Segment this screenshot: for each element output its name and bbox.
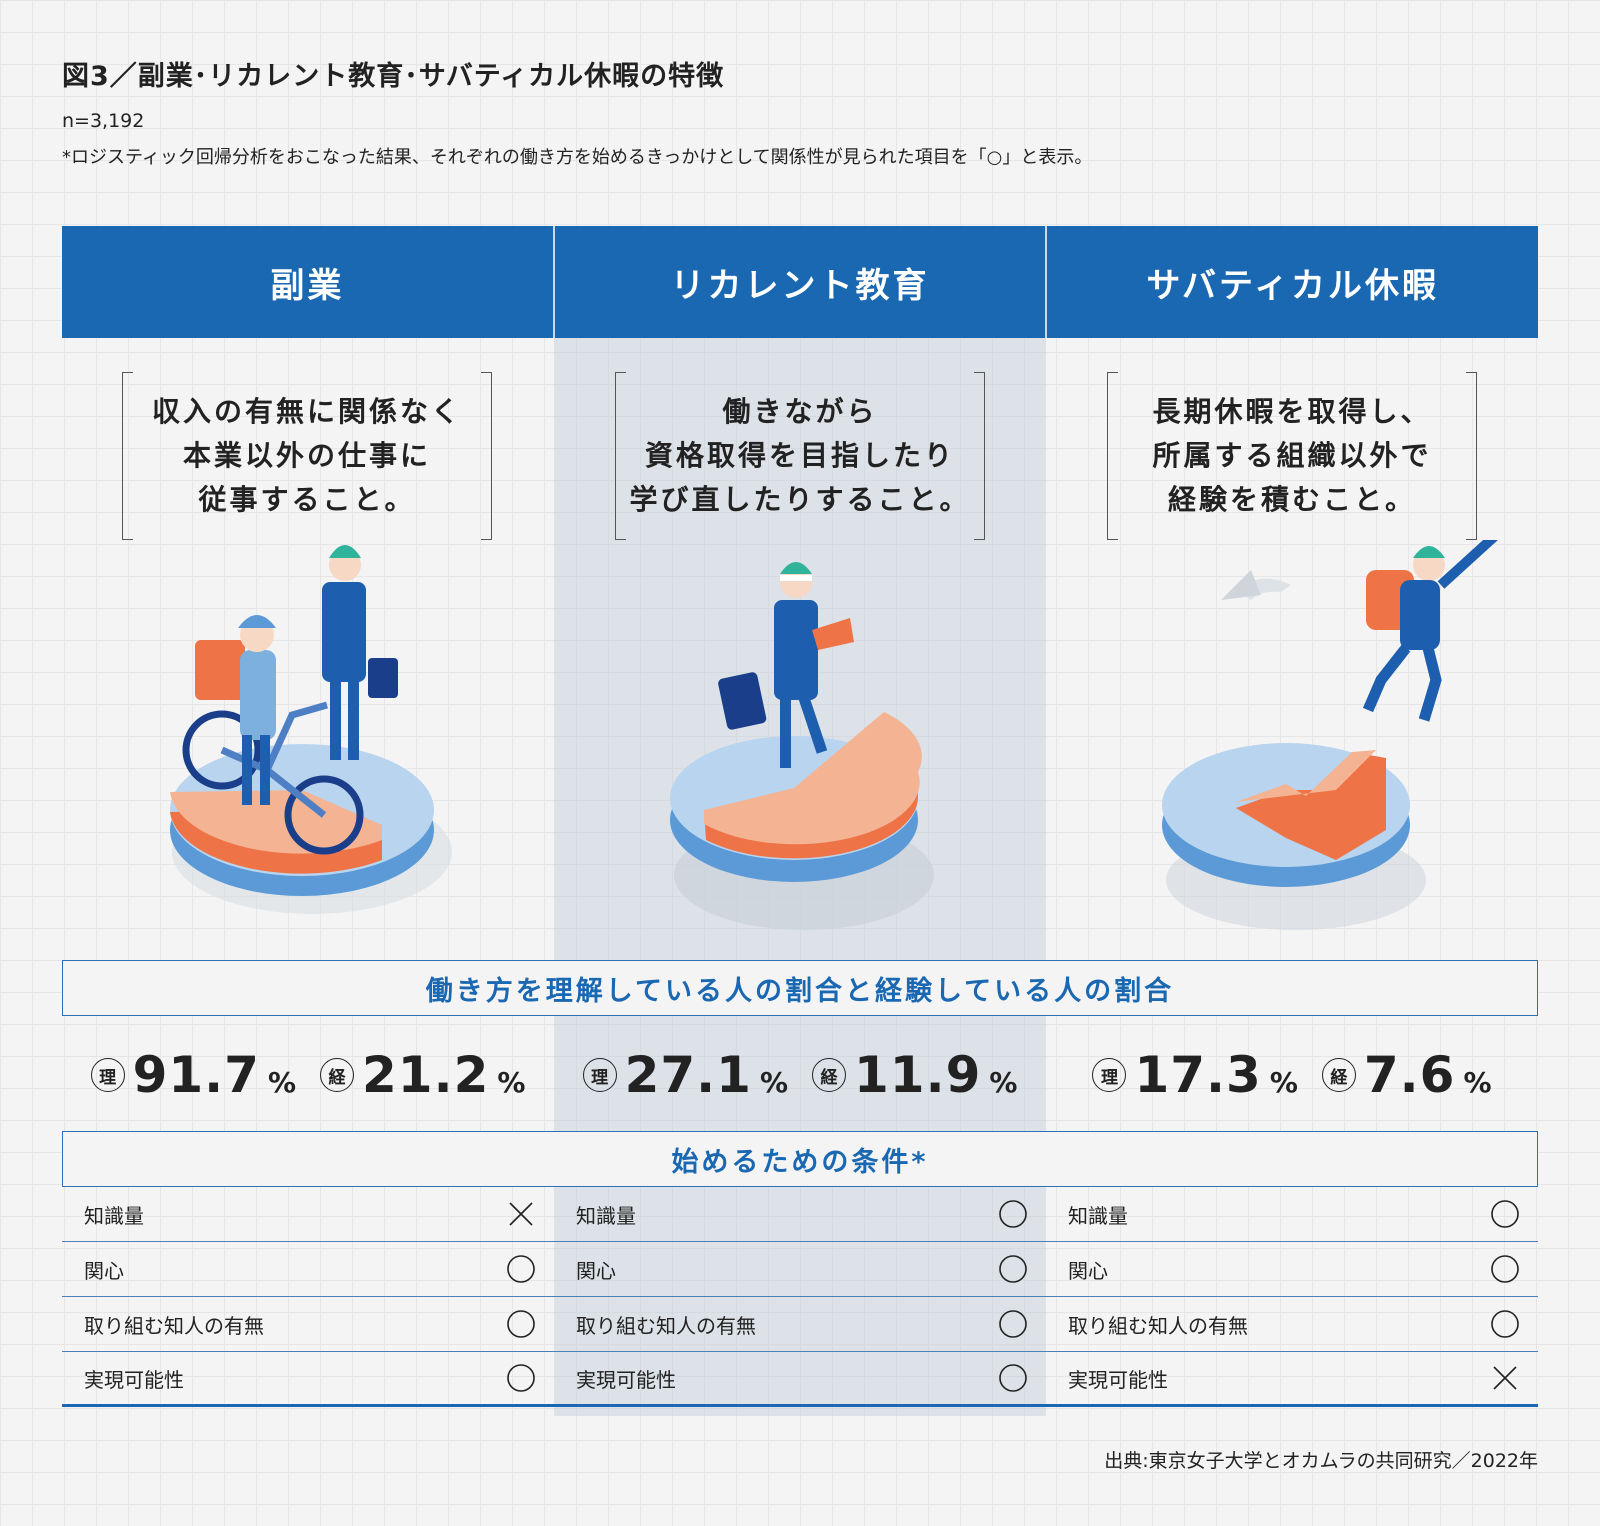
- condition-row: 取り組む知人の有無: [554, 1297, 1046, 1352]
- source-credit: 出典:東京女子大学とオカムラの共同研究／2022年: [1104, 1450, 1538, 1472]
- circle-mark-icon: [998, 1363, 1028, 1393]
- understand-badge: 理: [1092, 1058, 1127, 1092]
- experience-value: 7.6: [1363, 1046, 1456, 1104]
- understand-value: 27.1: [624, 1046, 752, 1104]
- percent-sign: %: [1269, 1065, 1298, 1099]
- understand-value: 91.7: [132, 1046, 260, 1104]
- cross-mark-icon: [1490, 1363, 1520, 1393]
- experience-stat: 経 11.9 %: [812, 1046, 1017, 1104]
- figure-title: 図3／副業･リカレント教育･サバティカル休暇の特徴: [62, 61, 725, 92]
- header-recurrent: リカレント教育: [552, 226, 1046, 338]
- conditions-fukugyo: 知識量 関心 取り組む知人の有無 実現可能性: [62, 1187, 554, 1407]
- percent-sign: %: [759, 1065, 788, 1099]
- circle-mark-icon: [506, 1363, 536, 1393]
- conditions-table: 知識量 関心 取り組む知人の有無 実現可能性 知識量 関心 取り組む知人の有無 …: [62, 1187, 1538, 1407]
- condition-label: 実現可能性: [1068, 1367, 1168, 1392]
- experience-badge: 経: [320, 1058, 354, 1092]
- experience-badge: 経: [1321, 1058, 1356, 1092]
- description-text: 収入の有無に関係なく 本業以外の仕事に 従事すること。: [151, 395, 462, 516]
- cross-mark-icon: [506, 1199, 536, 1229]
- header-sabbatical: サバティカル休暇: [1045, 226, 1538, 338]
- sample-size: n=3,192: [62, 110, 145, 132]
- understand-stat: 理 91.7 %: [90, 1046, 296, 1104]
- column-headers: 副業 リカレント教育 サバティカル休暇: [62, 226, 1538, 338]
- condition-row: 関心: [62, 1242, 554, 1297]
- circle-mark-icon: [998, 1254, 1028, 1284]
- circle-mark-icon: [998, 1199, 1028, 1229]
- circle-mark-icon: [1490, 1199, 1520, 1229]
- condition-label: 取り組む知人の有無: [84, 1313, 264, 1338]
- circle-mark-icon: [1490, 1309, 1520, 1339]
- condition-row: 関心: [554, 1242, 1046, 1297]
- circle-mark-icon: [998, 1309, 1028, 1339]
- experience-badge: 経: [812, 1058, 846, 1092]
- circle-mark-icon: [1490, 1254, 1520, 1284]
- description-recurrent: 働きながら 資格取得を目指したり 学び直したりすること。: [615, 372, 985, 540]
- condition-label: 取り組む知人の有無: [1068, 1313, 1248, 1338]
- understand-stat: 理 27.1 %: [582, 1046, 788, 1104]
- condition-row: 知識量: [1046, 1187, 1538, 1242]
- condition-row: 実現可能性: [1046, 1352, 1538, 1407]
- description-text: 働きながら 資格取得を目指したり 学び直したりすること。: [629, 395, 971, 516]
- condition-label: 知識量: [1068, 1203, 1128, 1228]
- ratio-stats: 理 91.7 % 経 21.2 % 理 27.1 % 経 11.9 % 理 17…: [62, 1030, 1538, 1120]
- condition-row: 実現可能性: [62, 1352, 554, 1407]
- condition-row: 取り組む知人の有無: [62, 1297, 554, 1352]
- illustration-recurrent-pie-student: [670, 562, 934, 930]
- condition-row: 実現可能性: [554, 1352, 1046, 1407]
- percent-sign: %: [267, 1065, 296, 1099]
- percent-sign: %: [497, 1065, 526, 1099]
- stats-fukugyo: 理 91.7 % 経 21.2 %: [62, 1030, 554, 1120]
- condition-label: 関心: [1068, 1258, 1108, 1283]
- understand-badge: 理: [90, 1058, 125, 1092]
- description-text: 長期休暇を取得し、 所属する組織以外で 経験を積むこと。: [1152, 395, 1432, 516]
- ratio-section-title: 働き方を理解している人の割合と経験している人の割合: [62, 960, 1538, 1016]
- circle-mark-icon: [506, 1309, 536, 1339]
- condition-row: 知識量: [554, 1187, 1046, 1242]
- illustration-sabbatical-pie-traveler: [1162, 540, 1498, 930]
- condition-label: 知識量: [84, 1203, 144, 1228]
- stats-recurrent: 理 27.1 % 経 11.9 %: [554, 1030, 1046, 1120]
- percent-sign: %: [989, 1065, 1018, 1099]
- condition-row: 関心: [1046, 1242, 1538, 1297]
- condition-label: 関心: [576, 1258, 616, 1283]
- description-fukugyo: 収入の有無に関係なく 本業以外の仕事に 従事すること。: [122, 372, 492, 540]
- experience-value: 11.9: [854, 1046, 982, 1104]
- condition-label: 関心: [84, 1258, 124, 1283]
- condition-label: 実現可能性: [576, 1367, 676, 1392]
- experience-value: 21.2: [362, 1046, 490, 1104]
- condition-label: 取り組む知人の有無: [576, 1313, 756, 1338]
- description-sabbatical: 長期休暇を取得し、 所属する組織以外で 経験を積むこと。: [1107, 372, 1477, 540]
- condition-row: 取り組む知人の有無: [1046, 1297, 1538, 1352]
- understand-stat: 理 17.3 %: [1092, 1046, 1298, 1104]
- conditions-sabbatical: 知識量 関心 取り組む知人の有無 実現可能性: [1046, 1187, 1538, 1407]
- stats-sabbatical: 理 17.3 % 経 7.6 %: [1046, 1030, 1538, 1120]
- understand-value: 17.3: [1134, 1046, 1262, 1104]
- condition-row: 知識量: [62, 1187, 554, 1242]
- experience-stat: 経 7.6 %: [1321, 1046, 1492, 1104]
- circle-mark-icon: [506, 1254, 536, 1284]
- conditions-recurrent: 知識量 関心 取り組む知人の有無 実現可能性: [554, 1187, 1046, 1407]
- header-fukugyo: 副業: [270, 265, 345, 306]
- conditions-section-title: 始めるための条件*: [62, 1131, 1538, 1187]
- footnote: *ロジスティック回帰分析をおこなった結果、それぞれの働き方を始めるきっかけとして…: [62, 147, 1093, 168]
- condition-label: 知識量: [576, 1203, 636, 1228]
- condition-label: 実現可能性: [84, 1367, 184, 1392]
- understand-badge: 理: [582, 1058, 617, 1092]
- experience-stat: 経 21.2 %: [320, 1046, 525, 1104]
- illustration-fukugyo-pie-courier-businessman: [170, 545, 452, 914]
- percent-sign: %: [1463, 1065, 1492, 1099]
